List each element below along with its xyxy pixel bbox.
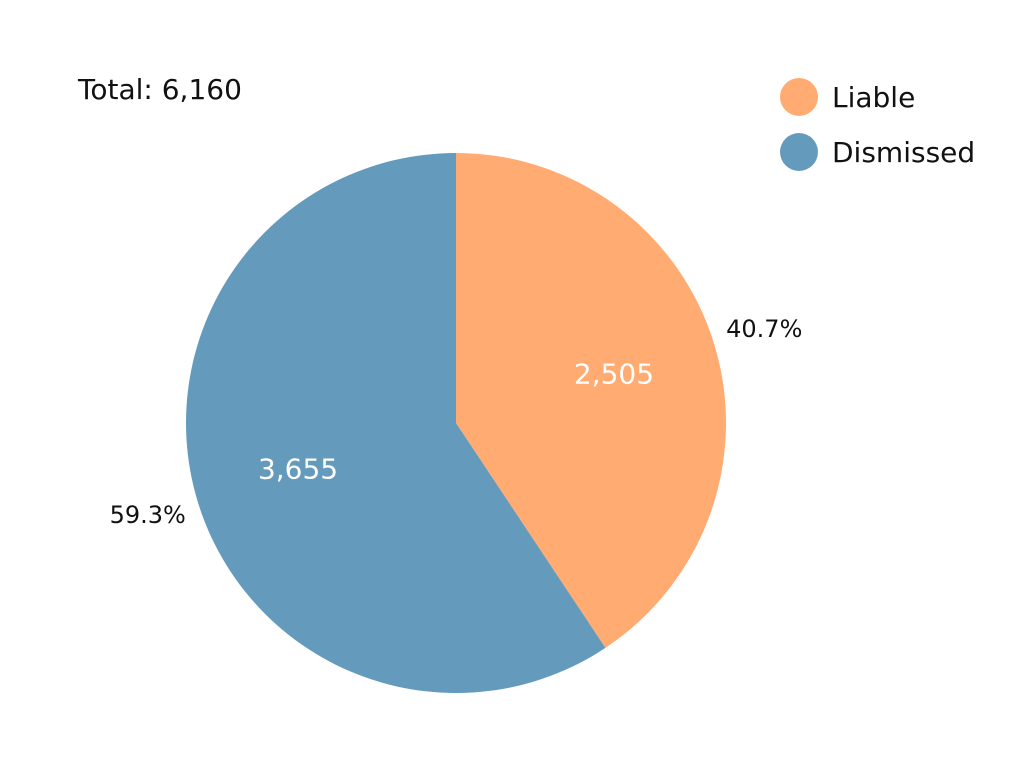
legend-label-dismissed: Dismissed [832, 136, 975, 169]
legend: Liable Dismissed [780, 78, 975, 171]
legend-item-liable: Liable [780, 78, 915, 116]
slice-percent-label-dismissed: 59.3% [110, 501, 186, 529]
pie-slice-dismissed [186, 152, 606, 693]
legend-label-liable: Liable [832, 81, 915, 114]
slice-value-label-liable: 2,505 [574, 357, 654, 390]
pie-slice-labels: 2,505 3,655 [258, 357, 654, 485]
legend-swatch-liable [780, 78, 818, 116]
legend-item-dismissed: Dismissed [780, 133, 975, 171]
legend-swatch-dismissed [780, 133, 818, 171]
slice-percent-label-liable: 40.7% [726, 315, 802, 343]
pie-slice-liable [456, 153, 727, 648]
pie-percent-labels: 40.7% 59.3% [110, 315, 803, 529]
total-label: Total: 6,160 [77, 73, 242, 106]
slice-value-label-dismissed: 3,655 [258, 453, 338, 486]
pie-slices [186, 152, 727, 693]
